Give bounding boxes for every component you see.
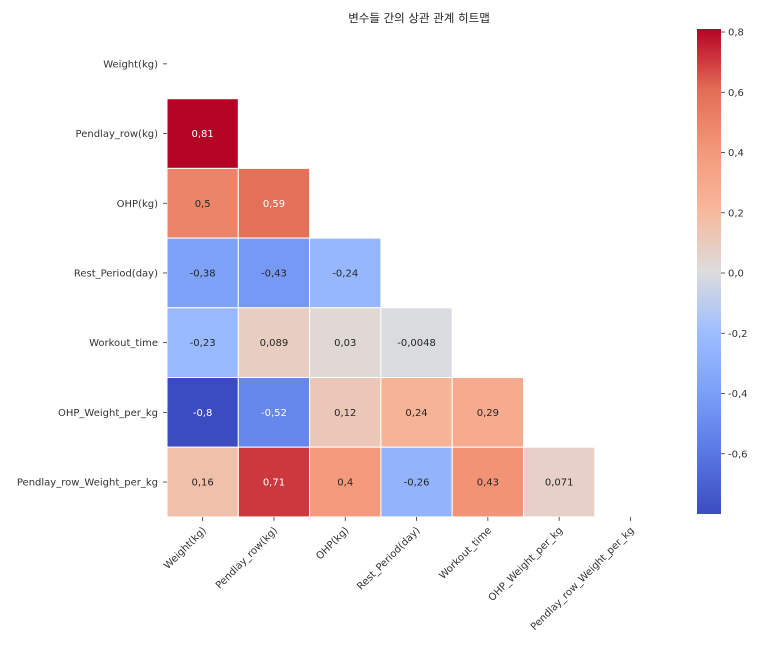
cell-value-label: -0,8 — [193, 408, 213, 419]
heatmap-cell — [237, 167, 311, 239]
y-axis-labels: Weight(kg) Pendlay_row(kg) OHP(kg) Rest_Per… — [17, 59, 167, 489]
y-tick-label: Weight(kg) — [103, 59, 158, 70]
cell-value-label: 0,5 — [195, 199, 211, 210]
cell-value-label: 0,071 — [545, 478, 574, 489]
colorbar-tick-label: 0,6 — [728, 88, 744, 99]
heatmap-cell — [237, 446, 311, 518]
heatmap-cell — [523, 446, 596, 518]
cell-value-label: -0,26 — [404, 478, 430, 489]
colorbar-tick-label: 0,4 — [728, 148, 744, 159]
heatmap-cell — [166, 167, 239, 239]
colorbar-tick-label: 0,8 — [728, 28, 744, 39]
x-tick-label: OHP(kg) — [314, 525, 351, 562]
y-tick-label: Pendlay_row_Weight_per_kg — [17, 478, 158, 489]
y-tick-label: OHP_Weight_per_kg — [58, 408, 158, 419]
chart-title: 변수들 간의 상관 관계 히트맵 — [348, 11, 490, 25]
cell-value-label: 0,43 — [477, 478, 499, 489]
colorbar: 0,8 0,6 0,4 0,2 0,0 -0,2 -0,4 -0,6 — [697, 28, 748, 514]
x-tick-label: OHP_Weight_per_kg — [487, 525, 565, 603]
y-tick-label: Rest_Period(day) — [74, 268, 158, 279]
cell-value-label: -0,52 — [261, 408, 287, 419]
cell-value-label: -0,43 — [261, 268, 287, 279]
colorbar-tick-label: 0,0 — [728, 269, 744, 280]
colorbar-tick-label: -0,6 — [728, 449, 748, 460]
heatmap-cell — [309, 237, 382, 309]
heatmap-cell — [237, 307, 311, 378]
x-tick-label: Pendlay_row(kg) — [214, 525, 280, 591]
x-tick-label: Workout_time — [437, 525, 494, 582]
x-tick-label: Weight(kg) — [162, 525, 209, 572]
heatmap-cell — [451, 377, 525, 448]
cell-value-label: 0,16 — [192, 478, 214, 489]
cell-value-label: -0,0048 — [397, 338, 436, 349]
y-tick-label: Workout_time — [89, 338, 158, 349]
cell-value-label: 0,089 — [260, 338, 289, 349]
heatmap-cell — [380, 446, 453, 518]
heatmap-cells: 0,81 0,5 0,59 -0,38 -0,43 -0,24 -0,23 0,089 0,03… — [166, 98, 596, 518]
heatmap-cell — [380, 377, 453, 448]
colorbar-gradient — [697, 29, 721, 514]
x-axis-labels: Weight(kg) Pendlay_row(kg) OHP(kg) Rest_Per… — [162, 516, 637, 633]
colorbar-tick-label: 0,2 — [728, 208, 744, 219]
heatmap-cell — [380, 307, 453, 378]
cell-value-label: 0,71 — [263, 478, 285, 489]
cell-value-label: 0,81 — [192, 129, 214, 140]
y-tick-label: OHP(kg) — [117, 199, 158, 210]
heatmap-cell — [451, 446, 525, 518]
cell-value-label: -0,23 — [190, 338, 216, 349]
heatmap-cell — [237, 377, 311, 448]
y-tick-label: Pendlay_row(kg) — [76, 129, 159, 140]
colorbar-tick-label: -0,2 — [728, 329, 748, 340]
cell-value-label: 0,03 — [334, 338, 356, 349]
cell-value-label: 0,12 — [334, 408, 356, 419]
cell-value-label: -0,24 — [332, 268, 358, 279]
colorbar-tick-label: -0,4 — [728, 389, 748, 400]
heatmap-cell — [166, 98, 239, 169]
heatmap-cell — [166, 237, 239, 309]
x-tick-label: Rest_Period(day) — [355, 525, 422, 592]
heatmap-cell — [309, 446, 382, 518]
cell-value-label: 0,29 — [477, 408, 499, 419]
cell-value-label: -0,38 — [190, 268, 216, 279]
cell-value-label: 0,4 — [337, 478, 353, 489]
cell-value-label: 0,24 — [405, 408, 427, 419]
cell-value-label: 0,59 — [263, 199, 285, 210]
